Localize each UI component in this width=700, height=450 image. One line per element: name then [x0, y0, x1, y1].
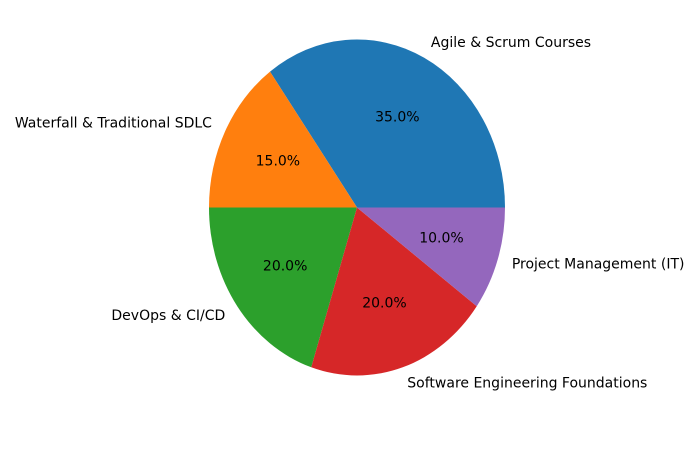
percent-label: 20.0% — [263, 259, 307, 275]
slice-label: DevOps & CI/CD — [111, 308, 225, 324]
percent-label: 15.0% — [256, 154, 300, 170]
pie-labels: Agile & Scrum Courses 35.0% Waterfall & Tr… — [15, 35, 685, 391]
pie-slice — [209, 207, 357, 368]
percent-label: 10.0% — [419, 231, 463, 247]
pie-slice — [357, 207, 505, 307]
pie-slice — [209, 71, 357, 208]
slice-label: Project Management (IT) — [512, 257, 685, 273]
percent-label: 35.0% — [375, 110, 419, 126]
slice-label: Agile & Scrum Courses — [431, 35, 591, 51]
pie-slice — [270, 39, 505, 208]
percent-label: 20.0% — [362, 295, 406, 311]
pie-slices — [209, 39, 505, 376]
pie-slice — [311, 207, 477, 376]
slice-label: Waterfall & Traditional SDLC — [15, 116, 212, 132]
slice-label: Software Engineering Foundations — [407, 375, 647, 391]
